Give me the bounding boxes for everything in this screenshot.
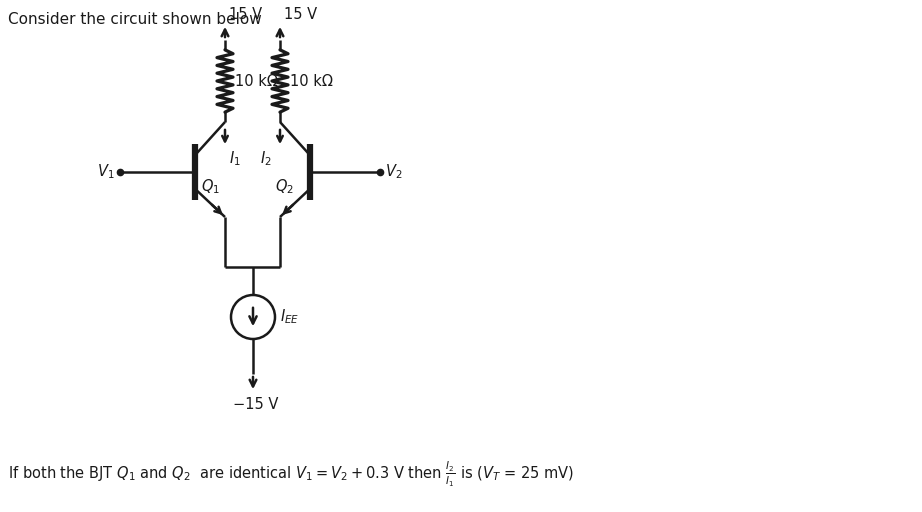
Text: $Q_2$: $Q_2$	[275, 178, 294, 196]
Text: $I_{EE}$: $I_{EE}$	[280, 308, 300, 326]
Text: −15 V: −15 V	[233, 397, 278, 412]
Text: $V_1$: $V_1$	[98, 163, 115, 181]
Text: 15 V: 15 V	[229, 7, 262, 22]
Text: $I_1$: $I_1$	[229, 149, 241, 168]
Text: If both the BJT $Q_1$ and $Q_2$  are identical $V_1 = V_2 + 0.3$ V then $\frac{I: If both the BJT $Q_1$ and $Q_2$ are iden…	[8, 459, 574, 488]
Text: 10 kΩ: 10 kΩ	[290, 74, 333, 89]
Text: 15 V: 15 V	[284, 7, 317, 22]
Text: Consider the circuit shown below: Consider the circuit shown below	[8, 12, 262, 27]
Text: 10 kΩ: 10 kΩ	[235, 74, 278, 89]
Text: $V_2$: $V_2$	[385, 163, 402, 181]
Text: $I_2$: $I_2$	[260, 149, 272, 168]
Text: $Q_1$: $Q_1$	[201, 178, 220, 196]
